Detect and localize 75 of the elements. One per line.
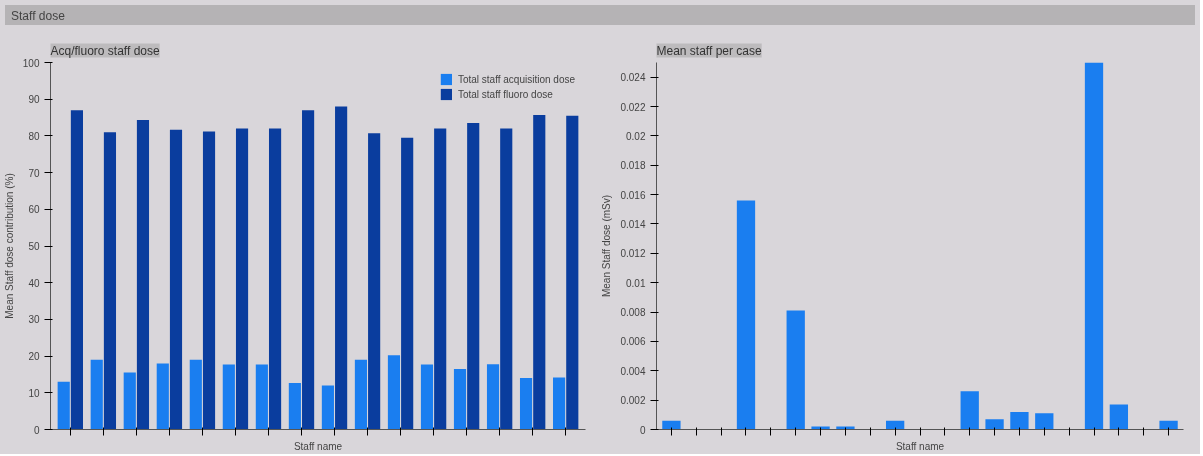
y-tick-label: 0.018 bbox=[620, 160, 646, 172]
legend-label: Total staff acquisition dose bbox=[457, 73, 575, 85]
bar bbox=[90, 359, 103, 430]
bar bbox=[387, 355, 401, 430]
bar bbox=[553, 377, 566, 430]
bar bbox=[453, 368, 467, 430]
y-tick-label: 0.024 bbox=[620, 72, 646, 84]
y-tick-label: 0.02 bbox=[626, 130, 646, 142]
bar bbox=[222, 364, 235, 430]
bar bbox=[1035, 413, 1054, 430]
bar bbox=[786, 310, 805, 430]
y-tick-label: 0.016 bbox=[620, 189, 646, 201]
bar bbox=[156, 363, 169, 430]
x-axis-title: Staff name bbox=[293, 440, 343, 452]
bar bbox=[169, 129, 183, 430]
bar bbox=[985, 419, 1004, 430]
bar bbox=[235, 128, 249, 430]
bar bbox=[70, 110, 83, 430]
y-tick-label: 40 bbox=[28, 277, 40, 289]
bar bbox=[1010, 411, 1029, 430]
chart-title: Mean staff per case bbox=[656, 43, 762, 58]
y-tick-label: 0 bbox=[33, 424, 40, 436]
bar bbox=[202, 131, 216, 430]
bar bbox=[960, 391, 979, 430]
bar bbox=[368, 133, 381, 430]
bar bbox=[103, 132, 117, 430]
x-axis-title: Staff name bbox=[895, 440, 945, 452]
y-tick-label: 0 bbox=[639, 424, 646, 436]
bar bbox=[420, 364, 434, 430]
bar bbox=[354, 359, 368, 430]
bar bbox=[434, 128, 447, 430]
bar bbox=[467, 123, 480, 430]
bar bbox=[1159, 420, 1178, 430]
y-tick-label: 0.008 bbox=[620, 307, 646, 319]
bar bbox=[288, 382, 301, 430]
bar bbox=[268, 128, 282, 430]
bar bbox=[255, 364, 268, 430]
bar bbox=[57, 381, 70, 430]
y-tick-label: 0.014 bbox=[620, 218, 646, 230]
bar bbox=[500, 128, 513, 430]
bar bbox=[401, 137, 414, 430]
bar bbox=[1109, 404, 1129, 430]
legend-label: Total staff fluoro dose bbox=[457, 88, 553, 100]
y-tick-label: 100 bbox=[22, 57, 40, 69]
bar bbox=[123, 372, 136, 430]
y-axis-title: Mean Staff dose contribution (%) bbox=[3, 173, 15, 319]
y-tick-label: 30 bbox=[28, 314, 40, 326]
bar bbox=[302, 110, 315, 430]
text: Staff dose bbox=[11, 8, 65, 25]
bar bbox=[736, 200, 756, 430]
bar bbox=[136, 120, 150, 430]
y-tick-label: 0.002 bbox=[620, 395, 646, 407]
y-tick-label: 50 bbox=[28, 241, 40, 252]
y-tick-label: 0.022 bbox=[620, 101, 646, 113]
y-tick-label: 60 bbox=[28, 204, 40, 216]
y-tick-label: 80 bbox=[28, 130, 40, 142]
chart-title: Acq/fluoro staff dose bbox=[50, 43, 160, 58]
y-tick-label: 0.012 bbox=[620, 248, 646, 260]
y-tick-label: 0.004 bbox=[620, 365, 646, 377]
bar bbox=[486, 364, 500, 430]
y-tick-label: 0.006 bbox=[620, 336, 646, 348]
y-tick-label: 0.01 bbox=[626, 277, 646, 289]
bar bbox=[189, 359, 202, 430]
bar bbox=[335, 106, 348, 430]
y-tick-label: 90 bbox=[28, 94, 40, 106]
y-tick-label: 20 bbox=[28, 351, 40, 363]
bar bbox=[321, 385, 334, 430]
y-axis-title: Mean Staff dose (mSv) bbox=[601, 194, 613, 298]
y-tick-label: 70 bbox=[28, 167, 40, 179]
y-tick-label: 10 bbox=[28, 387, 40, 399]
bar bbox=[519, 378, 533, 430]
bar bbox=[566, 115, 579, 430]
bar bbox=[662, 420, 681, 430]
bar bbox=[533, 114, 546, 430]
bar bbox=[1084, 62, 1104, 430]
